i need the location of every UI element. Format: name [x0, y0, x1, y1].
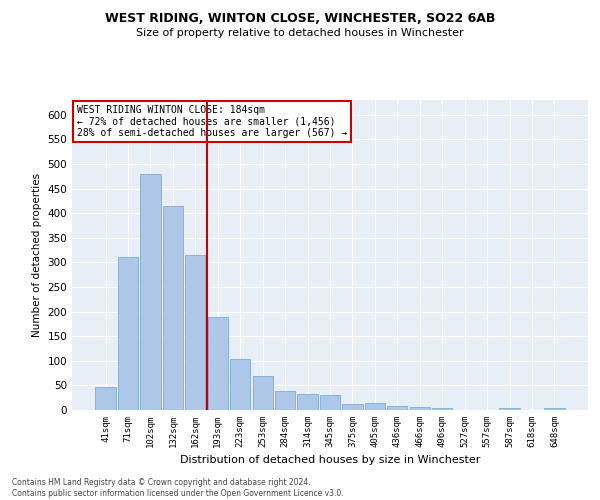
- Text: Contains HM Land Registry data © Crown copyright and database right 2024.
Contai: Contains HM Land Registry data © Crown c…: [12, 478, 344, 498]
- Bar: [275, 392, 295, 410]
- Bar: [298, 394, 317, 410]
- Bar: [140, 174, 161, 410]
- Bar: [253, 376, 273, 410]
- Bar: [118, 257, 138, 410]
- Text: WEST RIDING, WINTON CLOSE, WINCHESTER, SO22 6AB: WEST RIDING, WINTON CLOSE, WINCHESTER, S…: [105, 12, 495, 26]
- Bar: [544, 408, 565, 410]
- Bar: [320, 395, 340, 410]
- Bar: [410, 407, 430, 410]
- Bar: [208, 316, 228, 410]
- Bar: [95, 387, 116, 410]
- Text: Size of property relative to detached houses in Winchester: Size of property relative to detached ho…: [136, 28, 464, 38]
- Bar: [343, 404, 362, 410]
- Bar: [230, 360, 250, 410]
- Bar: [163, 206, 183, 410]
- Text: WEST RIDING WINTON CLOSE: 184sqm
← 72% of detached houses are smaller (1,456)
28: WEST RIDING WINTON CLOSE: 184sqm ← 72% o…: [77, 104, 347, 138]
- Y-axis label: Number of detached properties: Number of detached properties: [32, 173, 42, 337]
- X-axis label: Distribution of detached houses by size in Winchester: Distribution of detached houses by size …: [180, 456, 480, 466]
- Bar: [387, 406, 407, 410]
- Bar: [432, 408, 452, 410]
- Bar: [185, 255, 205, 410]
- Bar: [365, 403, 385, 410]
- Bar: [499, 408, 520, 410]
